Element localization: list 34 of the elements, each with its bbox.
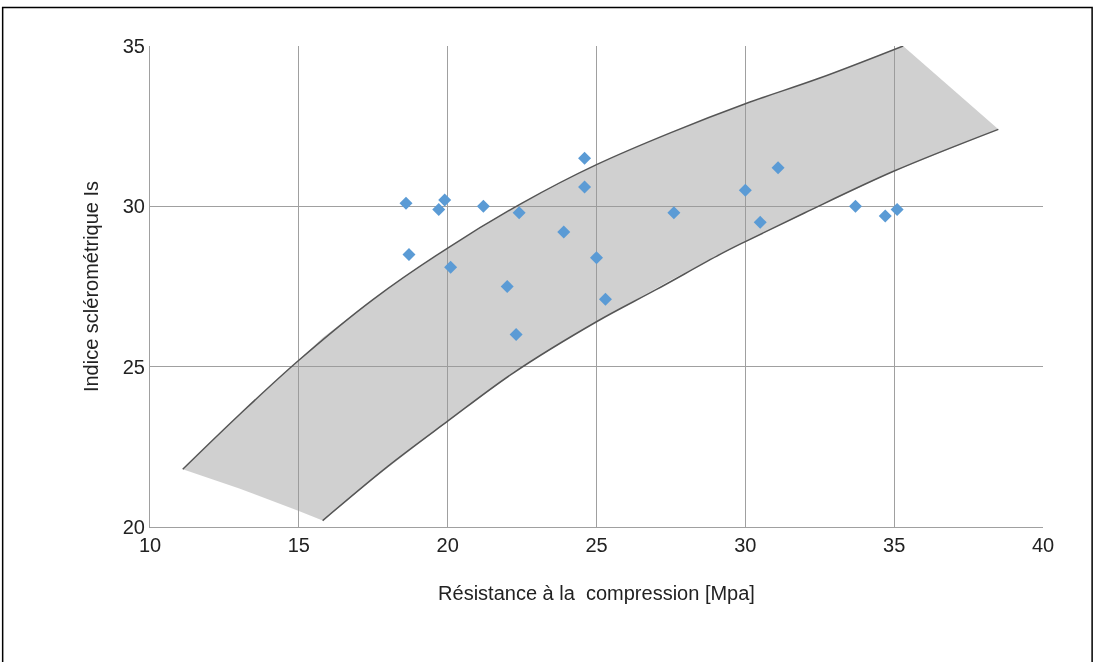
x-tick-label: 35: [883, 534, 906, 556]
point: [753, 215, 767, 229]
point: [500, 280, 514, 293]
y-axis-title: Indice sclérométrique Is: [80, 180, 103, 393]
point: [848, 199, 862, 213]
y-tick-label: 35: [122, 35, 145, 57]
point: [771, 161, 785, 175]
point: [512, 206, 526, 220]
point: [890, 203, 904, 217]
x-tick-label: 25: [585, 534, 608, 556]
point: [402, 247, 416, 261]
point: [598, 292, 612, 306]
y-tick-label: 30: [122, 195, 145, 218]
line-series: [321, 128, 1000, 522]
point: [557, 225, 571, 239]
point: [444, 260, 458, 274]
point: [590, 251, 603, 265]
point: [667, 206, 681, 220]
point: [399, 196, 413, 210]
point: [578, 180, 592, 194]
point: [738, 183, 752, 197]
point: [578, 151, 592, 165]
x-tick-label: 30: [734, 534, 757, 556]
point: [432, 203, 446, 217]
point: [438, 193, 452, 207]
y-tick-label: 25: [122, 355, 145, 378]
line-series: [181, 46, 904, 471]
point: [878, 209, 892, 223]
x-tick-label: 15: [287, 534, 310, 556]
point: [509, 328, 523, 342]
x-tick-label: 20: [436, 534, 459, 556]
point: [476, 199, 490, 213]
x-tick-label: 40: [1031, 534, 1055, 556]
x-axis-title: Résistance à la compression [Mpa]: [438, 581, 755, 604]
